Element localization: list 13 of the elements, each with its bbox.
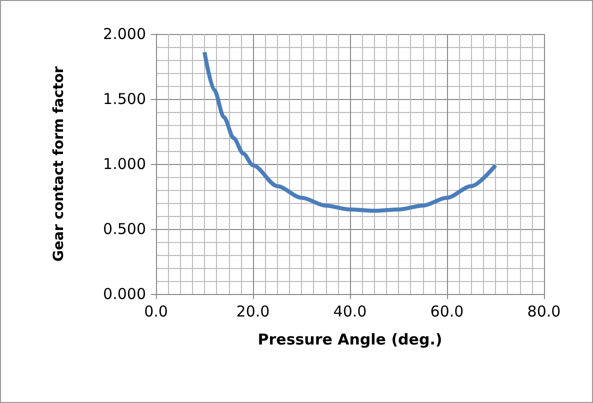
y-tick-label: 2.000 [103,25,146,43]
y-axis-title: Gear contact form factor [51,66,67,262]
y-tick-label: 1.500 [103,90,146,108]
x-tick-label: 80.0 [527,302,561,320]
x-tick-label: 20.0 [236,302,270,320]
x-tick-label: 60.0 [430,302,464,320]
y-tick-label: 1.000 [103,155,146,173]
x-tick-label: 40.0 [333,302,367,320]
y-tick-label: 0.500 [103,220,146,238]
line-series [202,50,498,213]
x-tick-label: 0.0 [144,302,168,320]
y-tick-label: 0.000 [103,285,146,303]
x-axis-title: Pressure Angle (deg.) [258,330,442,348]
